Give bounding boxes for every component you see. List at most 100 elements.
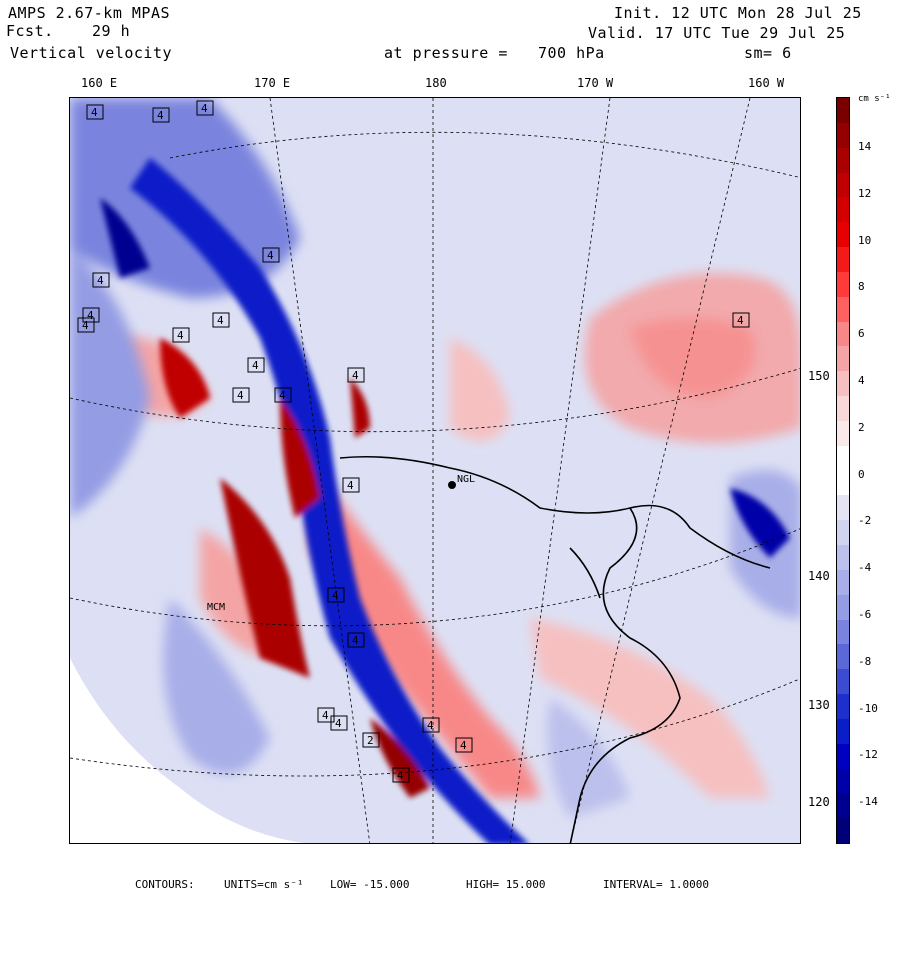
contour-label: 4 bbox=[347, 479, 354, 492]
contour-label-box bbox=[347, 632, 365, 648]
colorbar-segment bbox=[837, 98, 849, 124]
pressure-label: at pressure = bbox=[384, 44, 508, 62]
longitude-label: 170 W bbox=[577, 76, 614, 90]
colorbar-tick-label: 4 bbox=[858, 374, 865, 387]
contour-label-box bbox=[317, 707, 335, 723]
contour-label: 4 bbox=[460, 739, 467, 752]
contour-label-box bbox=[732, 312, 750, 328]
contour-label-box bbox=[455, 737, 473, 753]
colorbar-segment bbox=[837, 594, 849, 620]
colorbar-segment bbox=[837, 122, 849, 149]
colorbar-segment bbox=[837, 545, 849, 571]
colorbar-segment bbox=[837, 172, 849, 198]
contour-label: 4 bbox=[427, 719, 434, 732]
contour-label: 4 bbox=[177, 329, 184, 342]
colorbar-tick-label: -14 bbox=[858, 795, 878, 809]
contour-label-box bbox=[196, 100, 214, 116]
contour-label-box bbox=[392, 767, 410, 783]
contour-label-box bbox=[92, 272, 110, 288]
contour-label: 4 bbox=[279, 389, 286, 402]
contour-label: 4 bbox=[352, 634, 359, 647]
colorbar-segment bbox=[837, 346, 849, 372]
contour-label: 4 bbox=[352, 369, 359, 382]
contour-label-box bbox=[274, 387, 292, 403]
colorbar-segment bbox=[837, 669, 849, 695]
contour-label: 4 bbox=[335, 717, 342, 730]
station-mcm: MCM bbox=[207, 602, 225, 613]
longitude-label: 170 E bbox=[254, 76, 291, 90]
colorbar-segment bbox=[837, 768, 849, 794]
valid-time: Valid. 17 UTC Tue 29 Jul 25 bbox=[588, 24, 846, 42]
colorbar-segment bbox=[837, 445, 849, 471]
colorbar-tick-label: -8 bbox=[858, 654, 872, 668]
footer-units: UNITS=cm s⁻¹ bbox=[224, 878, 304, 891]
colorbar-segment bbox=[837, 247, 849, 273]
contour-label: 4 bbox=[87, 309, 94, 322]
colorbar-segment bbox=[837, 818, 849, 844]
colorbar-segment bbox=[837, 569, 849, 596]
contour-label: 2 bbox=[367, 734, 374, 747]
contour-label: 4 bbox=[91, 106, 98, 119]
contour-label: 4 bbox=[157, 109, 164, 122]
contour-label-box bbox=[82, 307, 100, 323]
colorbar-segment bbox=[837, 520, 849, 546]
contour-label-box bbox=[362, 732, 380, 748]
colorbar-tick-label: 0 bbox=[858, 467, 865, 481]
colorbar-tick-label: 10 bbox=[858, 233, 872, 247]
contour-label: 4 bbox=[322, 709, 329, 722]
contour-label-box bbox=[422, 717, 440, 733]
contour-label-box bbox=[232, 387, 250, 403]
model-title: AMPS 2.67-km MPAS bbox=[8, 4, 171, 22]
init-time: Init. 12 UTC Mon 28 Jul 25 bbox=[614, 4, 862, 22]
colorbar-segment bbox=[837, 321, 849, 347]
colorbar-tick-label: 14 bbox=[858, 140, 872, 153]
mountain-wave-band bbox=[100, 158, 790, 843]
contour-label: 4 bbox=[737, 314, 744, 327]
coastline bbox=[339, 455, 771, 843]
colorbar-segment bbox=[837, 470, 849, 496]
contour-label-box bbox=[342, 477, 360, 493]
svg-text:MCM: MCM bbox=[207, 602, 225, 613]
colorbar-tick-label: 8 bbox=[858, 280, 865, 294]
colorbar-tick-label: -4 bbox=[858, 561, 872, 575]
colorbar-tick-label: 12 bbox=[858, 186, 872, 200]
colorbar bbox=[836, 97, 850, 844]
colorbar-tick-label: 2 bbox=[858, 420, 865, 434]
contour-label: 4 bbox=[267, 249, 274, 262]
longitude-label: 180 bbox=[425, 76, 447, 90]
colorbar-tick-label: -10 bbox=[858, 701, 878, 715]
contour-label: 4 bbox=[217, 314, 224, 327]
colorbar-segment bbox=[837, 495, 849, 521]
contour-label: 4 bbox=[252, 359, 259, 372]
contour-label-box bbox=[347, 367, 365, 383]
longitude-label: 160 W bbox=[748, 76, 785, 90]
contour-label-box bbox=[330, 715, 348, 731]
svg-text:NGL: NGL bbox=[457, 474, 475, 485]
contour-label-box bbox=[247, 357, 265, 373]
colorbar-segment bbox=[837, 694, 849, 720]
field-name: Vertical velocity bbox=[10, 44, 173, 62]
forecast-label: Fcst. bbox=[6, 22, 54, 40]
contour-label-box bbox=[152, 107, 170, 123]
colorbar-segment bbox=[837, 619, 849, 645]
contour-footer: CONTOURS: UNITS=cm s⁻¹ LOW= -15.000 HIGH… bbox=[0, 878, 900, 956]
contour-label-box bbox=[86, 104, 104, 120]
colorbar-segment bbox=[837, 147, 849, 173]
colorbar-segment bbox=[837, 420, 849, 447]
contour-label: 4 bbox=[97, 274, 104, 287]
colorbar-segment bbox=[837, 743, 849, 769]
pressure-level: 700 hPa bbox=[538, 44, 605, 62]
colorbar-tick-label: -2 bbox=[858, 514, 872, 528]
graticule bbox=[70, 98, 800, 843]
contour-label-box bbox=[327, 587, 345, 603]
footer-high: HIGH= 15.000 bbox=[466, 878, 546, 891]
colorbar-units: cm s⁻¹ bbox=[858, 94, 891, 104]
contour-label: 4 bbox=[82, 319, 89, 332]
footer-low: LOW= -15.000 bbox=[330, 878, 410, 891]
contour-label: 4 bbox=[397, 769, 404, 782]
colorbar-tick-label: -12 bbox=[858, 748, 878, 762]
colorbar-segment bbox=[837, 197, 849, 223]
